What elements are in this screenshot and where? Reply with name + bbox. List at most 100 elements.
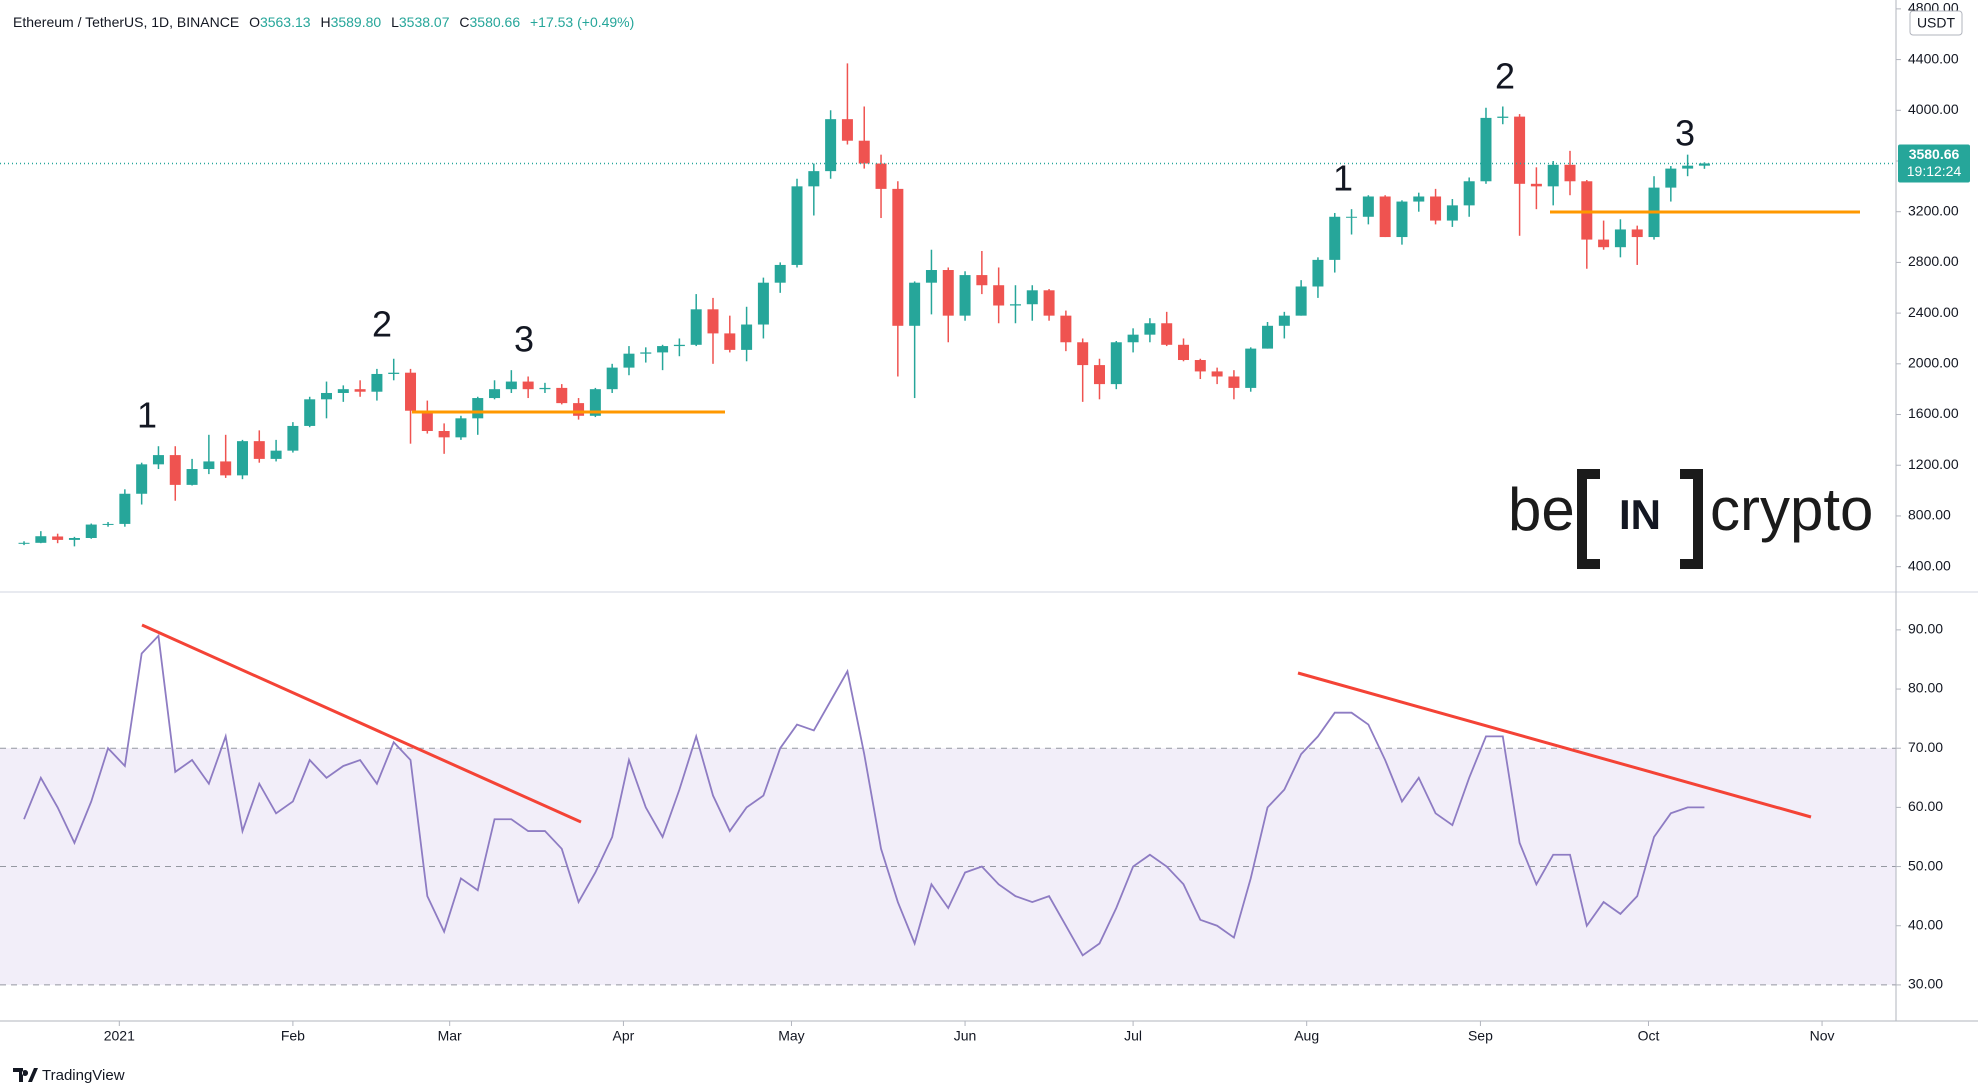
- candle-body: [1497, 116, 1509, 118]
- candle-body: [690, 309, 702, 345]
- candle-body: [236, 441, 248, 476]
- candle-body: [1161, 323, 1173, 345]
- y-tick-label: 30.00: [1908, 976, 1943, 992]
- ohlc-value: 3563.13: [260, 14, 311, 30]
- candle-body: [253, 441, 265, 459]
- candle-body: [505, 381, 517, 390]
- candle-body: [287, 425, 299, 451]
- candle-body: [623, 353, 635, 368]
- candle-body: [1178, 344, 1190, 361]
- x-tick-label: Mar: [438, 1028, 462, 1044]
- candle-body: [1262, 325, 1274, 349]
- trend-line: [1297, 671, 1812, 819]
- footer-text: TradingView: [42, 1067, 125, 1084]
- ohlc-key: L: [391, 14, 399, 30]
- candle-body: [1346, 216, 1358, 218]
- candle-body: [354, 389, 366, 392]
- wave-label: 1: [137, 395, 157, 436]
- candle-body: [85, 524, 97, 538]
- wave-label: 1: [1333, 158, 1353, 199]
- footer: TradingView: [13, 1067, 125, 1084]
- candle-body: [1514, 116, 1526, 184]
- candle-body: [1211, 371, 1223, 377]
- candle-body: [1379, 196, 1391, 238]
- candle-body: [186, 469, 198, 485]
- candle-body: [1463, 181, 1475, 206]
- y-tick-label: 4000.00: [1908, 101, 1959, 117]
- change: +17.53 (+0.49%): [530, 14, 634, 30]
- candle-body: [35, 536, 47, 543]
- candle-body: [657, 346, 669, 353]
- candle-body: [589, 389, 601, 416]
- logo-text: crypto: [1710, 476, 1873, 543]
- countdown-label: 19:12:24: [1907, 163, 1962, 179]
- y-tick-label: 4400.00: [1908, 50, 1959, 66]
- candle-body: [522, 381, 534, 390]
- x-tick-label: Jul: [1124, 1028, 1142, 1044]
- candle-body: [489, 389, 501, 399]
- candle-body: [438, 431, 450, 438]
- candle-body: [892, 188, 904, 326]
- candle-body: [220, 461, 232, 476]
- candle-body: [707, 309, 719, 334]
- candle-body: [304, 399, 316, 426]
- candle-body: [606, 367, 618, 390]
- x-tick-label: May: [778, 1028, 804, 1044]
- y-tick-label: 50.00: [1908, 857, 1943, 873]
- y-tick-label: 1200.00: [1908, 456, 1959, 472]
- y-tick-label: 2400.00: [1908, 304, 1959, 320]
- candle-body: [1228, 376, 1240, 388]
- candle-body: [539, 387, 551, 390]
- candle-body: [1127, 334, 1139, 343]
- candle-body: [472, 398, 484, 419]
- x-tick-label: 2021: [104, 1028, 135, 1044]
- y-tick-label: 400.00: [1908, 557, 1951, 573]
- ohlc-key: O: [249, 14, 260, 30]
- candle-body: [388, 372, 400, 374]
- candle-body: [573, 403, 585, 416]
- x-tick-label: Jun: [954, 1028, 977, 1044]
- candle-body: [1396, 201, 1408, 238]
- candle-body: [1480, 117, 1492, 182]
- candle-body: [1295, 286, 1307, 316]
- symbol: Ethereum / TetherUS, 1D, BINANCE: [13, 14, 239, 30]
- candle-body: [321, 392, 333, 400]
- y-tick-label: 1600.00: [1908, 405, 1959, 421]
- symbol-legend: Ethereum / TetherUS, 1D, BINANCE O3563.1…: [13, 14, 634, 30]
- x-tick-label: Feb: [281, 1028, 305, 1044]
- ohlc-value: 3589.80: [331, 14, 382, 30]
- candle-body: [1278, 315, 1290, 326]
- candle-body: [993, 285, 1005, 306]
- candle-body: [1026, 290, 1038, 305]
- candle-body: [1547, 164, 1559, 187]
- candle-body: [152, 455, 164, 465]
- candle-body: [455, 418, 467, 438]
- candle-body: [119, 493, 131, 524]
- y-tick-label: 800.00: [1908, 507, 1951, 523]
- last-price-label: 3580.66: [1909, 146, 1960, 162]
- y-tick-label: 3200.00: [1908, 202, 1959, 218]
- candle-body: [203, 461, 215, 470]
- candle-body: [841, 119, 853, 141]
- candle-body: [757, 282, 769, 325]
- candle-body: [1530, 183, 1542, 187]
- candle-body: [371, 373, 383, 392]
- footer-icon: [13, 1068, 38, 1082]
- candle-body: [1665, 168, 1677, 188]
- candle-body: [640, 352, 652, 354]
- candle-body: [1598, 239, 1610, 248]
- candle-body: [724, 333, 736, 350]
- candle-body: [673, 344, 685, 347]
- candle-body: [1093, 365, 1105, 385]
- candle-body: [808, 171, 820, 187]
- candle-body: [1312, 259, 1324, 287]
- candle-body: [858, 140, 870, 164]
- y-tick-label: 90.00: [1908, 621, 1943, 637]
- y-tick-label: 70.00: [1908, 739, 1943, 755]
- candle-body: [741, 324, 753, 350]
- candle-body: [909, 282, 921, 326]
- candle-body: [1144, 323, 1156, 335]
- ohlc-value: 3580.66: [470, 14, 521, 30]
- wave-label: 2: [1495, 56, 1515, 97]
